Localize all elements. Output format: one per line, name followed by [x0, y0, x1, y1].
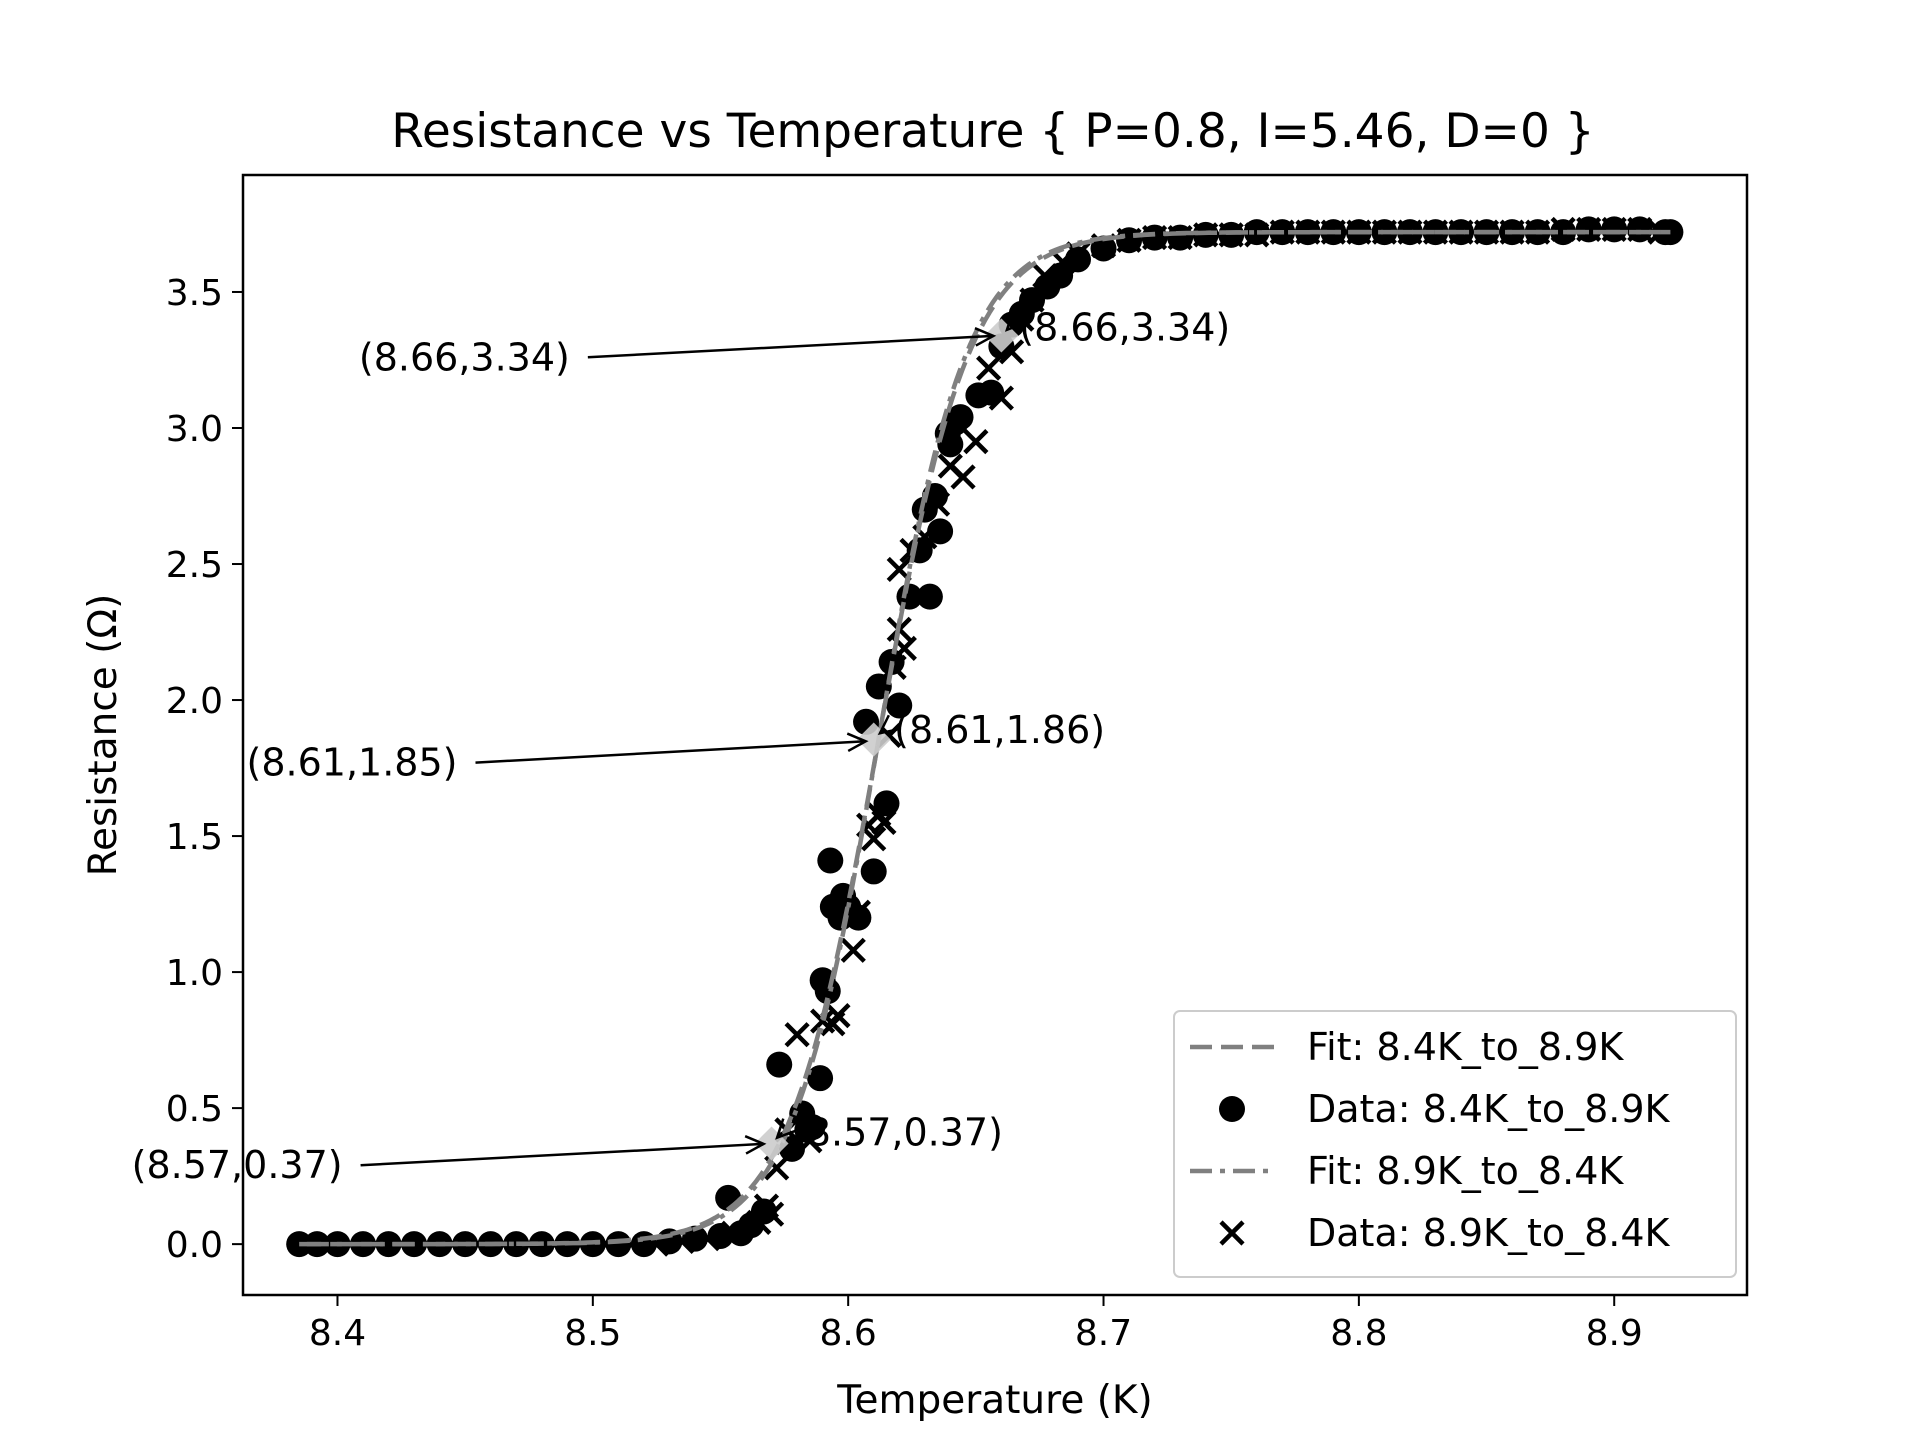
y-tick-label: 3.0 [166, 409, 223, 450]
y-tick-label: 2.5 [166, 545, 223, 586]
data-point-circle [630, 1231, 657, 1258]
data-point-circle [937, 431, 964, 458]
data-point-circle [860, 858, 887, 885]
annotation-label: (8.57,0.37) [132, 1143, 343, 1187]
data-point-cross [695, 1226, 721, 1252]
data-point-circle [807, 1065, 834, 1092]
annotation-label: (8.61,1.85) [247, 741, 458, 785]
data-point-cross [1244, 222, 1270, 248]
data-point-cross [1065, 241, 1091, 267]
x-tick-label: 8.9 [1586, 1313, 1643, 1354]
data-point-cross [1050, 249, 1076, 275]
data-point-cross [1019, 287, 1045, 313]
legend-handle-cross [1219, 1220, 1245, 1246]
data-point-cross [924, 491, 951, 517]
y-axis: 0.0 0.5 1.0 1.5 2.0 2.5 3.0 3.5 [166, 273, 243, 1266]
annotation-label: (8.66,3.34) [359, 335, 570, 379]
data-point-cross [950, 464, 976, 490]
legend: Fit: 8.4K_to_8.9K Data: 8.4K_to_8.9K Fit: … [1173, 1010, 1737, 1278]
data-point-circle [814, 978, 841, 1005]
data-point-cross [976, 355, 1002, 381]
data-point-circle [817, 847, 844, 874]
y-tick-label: 1.0 [166, 953, 223, 994]
data-point-cross [988, 385, 1014, 411]
data-point-cross [1032, 263, 1058, 289]
data-point-cross [845, 899, 871, 925]
data-point-cross [963, 429, 989, 455]
data-point-cross [746, 1209, 772, 1235]
data-point-circle [947, 404, 974, 431]
x-axis-label: Temperature (K) [836, 1378, 1152, 1423]
data-point-cross [1627, 216, 1653, 242]
annotation-label: (8.66,3.34) [1019, 305, 1230, 349]
data-point-circle [916, 583, 943, 610]
annotation-arrow-shaft [587, 334, 994, 359]
data-point-cross [618, 1231, 644, 1257]
data-point-cross [825, 1003, 851, 1029]
annotation-arrow-head [877, 714, 900, 735]
data-point-cross [1141, 224, 1168, 251]
annotation-arrow-head [1004, 310, 1027, 332]
chart-title: Resistance vs Temperature { P=0.8, I=5.4… [391, 104, 1594, 159]
data-point-cross [1576, 216, 1602, 242]
x-axis: 8.4 8.5 8.6 8.7 8.8 8.9 [309, 1295, 1643, 1354]
data-point-cross [1218, 222, 1244, 248]
annotation-arrow-head [744, 1135, 767, 1155]
x-tick-label: 8.6 [820, 1313, 877, 1354]
x-tick-label: 8.7 [1075, 1313, 1132, 1354]
y-tick-label: 1.5 [166, 817, 223, 858]
annotation-arrow-shaft [360, 1142, 764, 1167]
y-tick-label: 2.0 [166, 681, 223, 722]
highlight-marker [984, 318, 1019, 353]
data-point-cross [881, 654, 907, 680]
data-point-cross [861, 826, 887, 852]
y-tick-label: 0.0 [166, 1225, 223, 1266]
data-point-circle [286, 1231, 313, 1258]
legend-label: Data: 8.4K_to_8.9K [1307, 1087, 1671, 1131]
annotation-label: (8.61,1.86) [894, 708, 1105, 752]
annotation-arrow-shaft [475, 740, 866, 764]
data-point-circle [886, 692, 913, 719]
fit-line-down [306, 229, 1661, 1247]
y-axis-label: Resistance (Ω) [81, 594, 126, 877]
data-point-cross [758, 1201, 785, 1227]
plot-layer [286, 216, 1684, 1258]
data-point-circle [845, 904, 872, 931]
data-point-cross [720, 1220, 746, 1246]
data-point-cross [1550, 216, 1576, 242]
data-point-cross [465, 1231, 491, 1257]
annotation-arrow-head [974, 327, 997, 347]
x-tick-label: 8.5 [564, 1313, 621, 1354]
data-point-cross [1601, 216, 1627, 242]
y-tick-label: 3.5 [166, 273, 223, 314]
legend-label: Fit: 8.9K_to_8.4K [1307, 1149, 1624, 1193]
annotation-arrow-head [775, 1118, 797, 1140]
legend-handle-circle [1219, 1096, 1245, 1122]
data-point-circle [766, 1051, 793, 1078]
plot-frame [241, 173, 1749, 1297]
y-tick-label: 0.5 [166, 1089, 223, 1130]
annotation-arrow-head [846, 732, 869, 753]
annotation-layer: (8.57,0.37) (8.57,0.37) (8.61,1.85) (8.61,1… [132, 305, 1231, 1187]
legend-label: Data: 8.9K_to_8.4K [1307, 1211, 1671, 1255]
data-point-cross [840, 937, 866, 963]
annotation-label: (8.57,0.37) [792, 1111, 1003, 1155]
data-point-cross [1167, 224, 1193, 251]
data-point-cross [784, 1022, 810, 1048]
legend-label: Fit: 8.4K_to_8.9K [1307, 1025, 1624, 1069]
data-point-circle [873, 790, 900, 817]
data-point-cross [871, 809, 897, 836]
x-tick-label: 8.8 [1330, 1313, 1387, 1354]
data-point-cross [593, 1231, 619, 1257]
x-tick-label: 8.4 [309, 1313, 366, 1354]
data-point-cross [797, 1128, 823, 1154]
legend-box [1173, 1010, 1737, 1278]
